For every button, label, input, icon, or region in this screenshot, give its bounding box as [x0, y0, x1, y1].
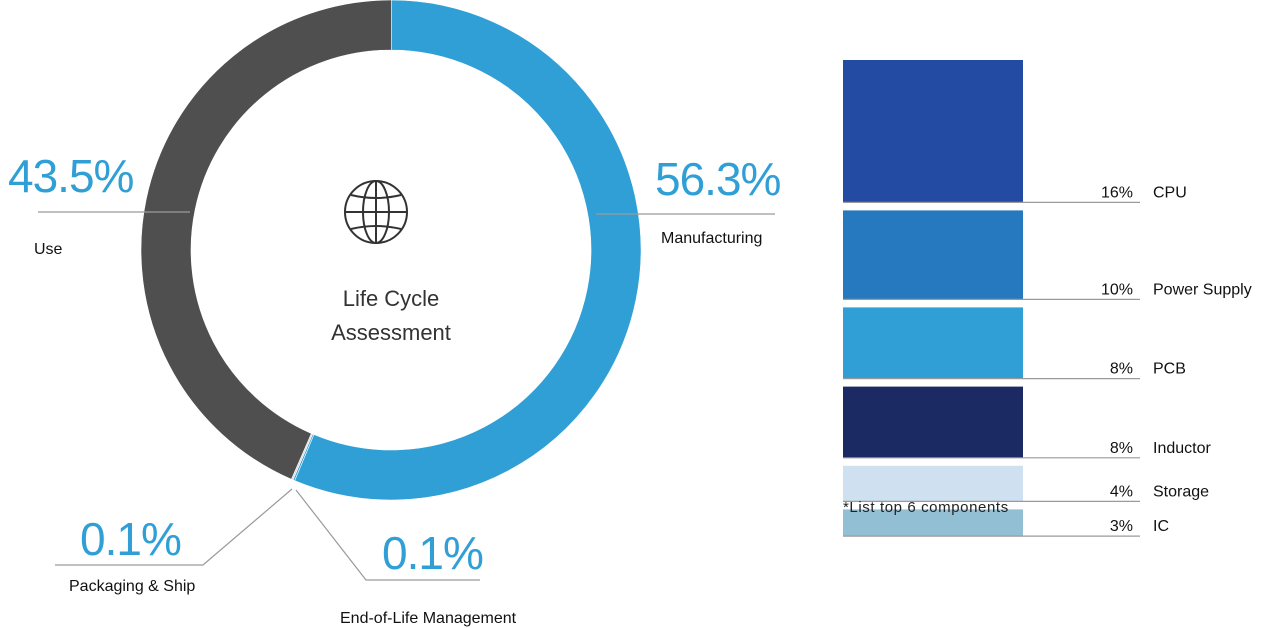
bar-label-ic: IC [1153, 518, 1169, 535]
end-of-life-label: End-of-Life Management [340, 610, 517, 627]
bar-value-power-supply: 10% [1101, 281, 1133, 298]
bar-cpu [843, 60, 1023, 203]
bar-ic [843, 509, 1023, 537]
bar-value-pcb: 8% [1110, 361, 1133, 378]
bar-value-ic: 3% [1110, 518, 1133, 535]
bar-value-storage: 4% [1110, 483, 1133, 500]
bar-label-inductor: Inductor [1153, 440, 1211, 457]
bar-label-storage: Storage [1153, 483, 1209, 500]
components-footnote: *List top 6 components [843, 499, 1009, 516]
bar-label-power-supply: Power Supply [1153, 281, 1252, 298]
packaging-label: Packaging & Ship [69, 578, 195, 595]
bar-power-supply [843, 210, 1023, 300]
bar-label-pcb: PCB [1153, 361, 1186, 378]
bar-storage [843, 465, 1023, 502]
leader-line-end-of-life [295, 489, 480, 581]
component-breakdown-bars: 16% CPU 10% Power Supply 8% PCB 8% Inductor 4% St… [843, 60, 1252, 537]
donut-slice-manufacturing [294, 0, 642, 501]
use-percent: 43.5% [8, 150, 134, 202]
bar-value-inductor: 8% [1110, 440, 1133, 457]
donut-center-title-line1: Life Cycle [343, 286, 440, 311]
packaging-percent: 0.1% [80, 513, 181, 565]
bar-label-cpu: CPU [1153, 184, 1187, 201]
bar-pcb [843, 307, 1023, 379]
manufacturing-percent: 56.3% [655, 153, 781, 205]
life-cycle-donut-chart [140, 0, 642, 501]
end-of-life-percent: 0.1% [382, 527, 483, 579]
bar-value-cpu: 16% [1101, 184, 1133, 201]
use-label: Use [34, 241, 63, 258]
globe-icon [344, 180, 408, 244]
donut-center-title-line2: Assessment [331, 320, 451, 345]
bar-inductor [843, 386, 1023, 458]
donut-slice-use [140, 0, 392, 480]
leader-line-packaging [55, 488, 293, 566]
manufacturing-label: Manufacturing [661, 230, 762, 247]
